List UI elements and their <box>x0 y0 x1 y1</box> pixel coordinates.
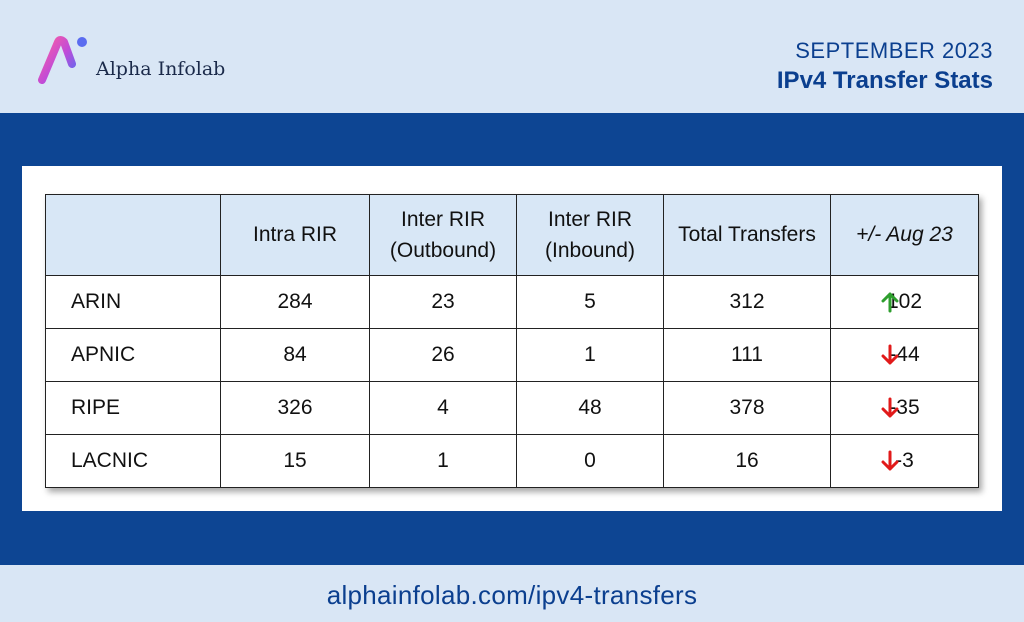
arrow-up-icon <box>881 292 899 313</box>
change-value: -35 <box>889 396 920 419</box>
inter-inbound-cell: 5 <box>516 275 664 329</box>
total-transfers-cell: 312 <box>663 275 831 329</box>
column-header-inter-inbound: Inter RIR (Inbound) <box>516 194 664 276</box>
brand-name: Alpha Infolab <box>96 58 226 80</box>
total-transfers-cell: 378 <box>663 381 831 435</box>
change-cell: -35 <box>830 381 979 435</box>
intra-rir-cell: 284 <box>220 275 370 329</box>
rir-cell: RIPE <box>45 381 221 435</box>
rir-cell: ARIN <box>45 275 221 329</box>
table-row: RIPE 326 4 48 378 -35 <box>45 381 979 435</box>
inter-outbound-cell: 26 <box>369 328 517 382</box>
total-transfers-cell: 16 <box>663 434 831 488</box>
inter-outbound-cell: 1 <box>369 434 517 488</box>
change-cell: 102 <box>830 275 979 329</box>
inter-outbound-cell: 23 <box>369 275 517 329</box>
table-header-row: Intra RIR Inter RIR (Outbound) Inter RIR… <box>45 194 979 276</box>
alpha-infolab-logo-icon <box>38 36 87 84</box>
inter-inbound-cell: 48 <box>516 381 664 435</box>
column-header-intra-rir: Intra RIR <box>220 194 370 276</box>
change-value: -44 <box>889 343 920 366</box>
inter-outbound-cell: 4 <box>369 381 517 435</box>
header: Alpha Infolab SEPTEMBER 2023 IPv4 Transf… <box>0 0 1024 113</box>
change-value: 102 <box>886 290 923 313</box>
column-header-total-transfers: Total Transfers <box>663 194 831 276</box>
arrow-down-icon <box>881 450 899 471</box>
change-value: -3 <box>895 449 914 472</box>
column-header-change: +/- Aug 23 <box>830 194 979 276</box>
table-row: LACNIC 15 1 0 16 -3 <box>45 434 979 488</box>
table-card: Intra RIR Inter RIR (Outbound) Inter RIR… <box>22 166 1002 511</box>
table-row: APNIC 84 26 1 111 -44 <box>45 328 979 382</box>
intra-rir-cell: 15 <box>220 434 370 488</box>
content-band: Intra RIR Inter RIR (Outbound) Inter RIR… <box>0 113 1024 565</box>
rir-cell: APNIC <box>45 328 221 382</box>
arrow-down-icon <box>881 344 899 365</box>
footer: alphainfolab.com/ipv4-transfers <box>0 565 1024 622</box>
intra-rir-cell: 84 <box>220 328 370 382</box>
transfer-stats-table: Intra RIR Inter RIR (Outbound) Inter RIR… <box>45 194 979 488</box>
change-cell: -44 <box>830 328 979 382</box>
report-month: SEPTEMBER 2023 <box>795 38 993 63</box>
arrow-down-icon <box>881 397 899 418</box>
page-title: IPv4 Transfer Stats <box>776 67 993 94</box>
total-transfers-cell: 111 <box>663 328 831 382</box>
intra-rir-cell: 326 <box>220 381 370 435</box>
rir-cell: LACNIC <box>45 434 221 488</box>
footer-url-link[interactable]: alphainfolab.com/ipv4-transfers <box>326 580 698 610</box>
change-cell: -3 <box>830 434 979 488</box>
inter-inbound-cell: 1 <box>516 328 664 382</box>
table-row: ARIN 284 23 5 312 102 <box>45 275 979 329</box>
column-header-rir <box>45 194 221 276</box>
column-header-inter-outbound: Inter RIR (Outbound) <box>369 194 517 276</box>
inter-inbound-cell: 0 <box>516 434 664 488</box>
